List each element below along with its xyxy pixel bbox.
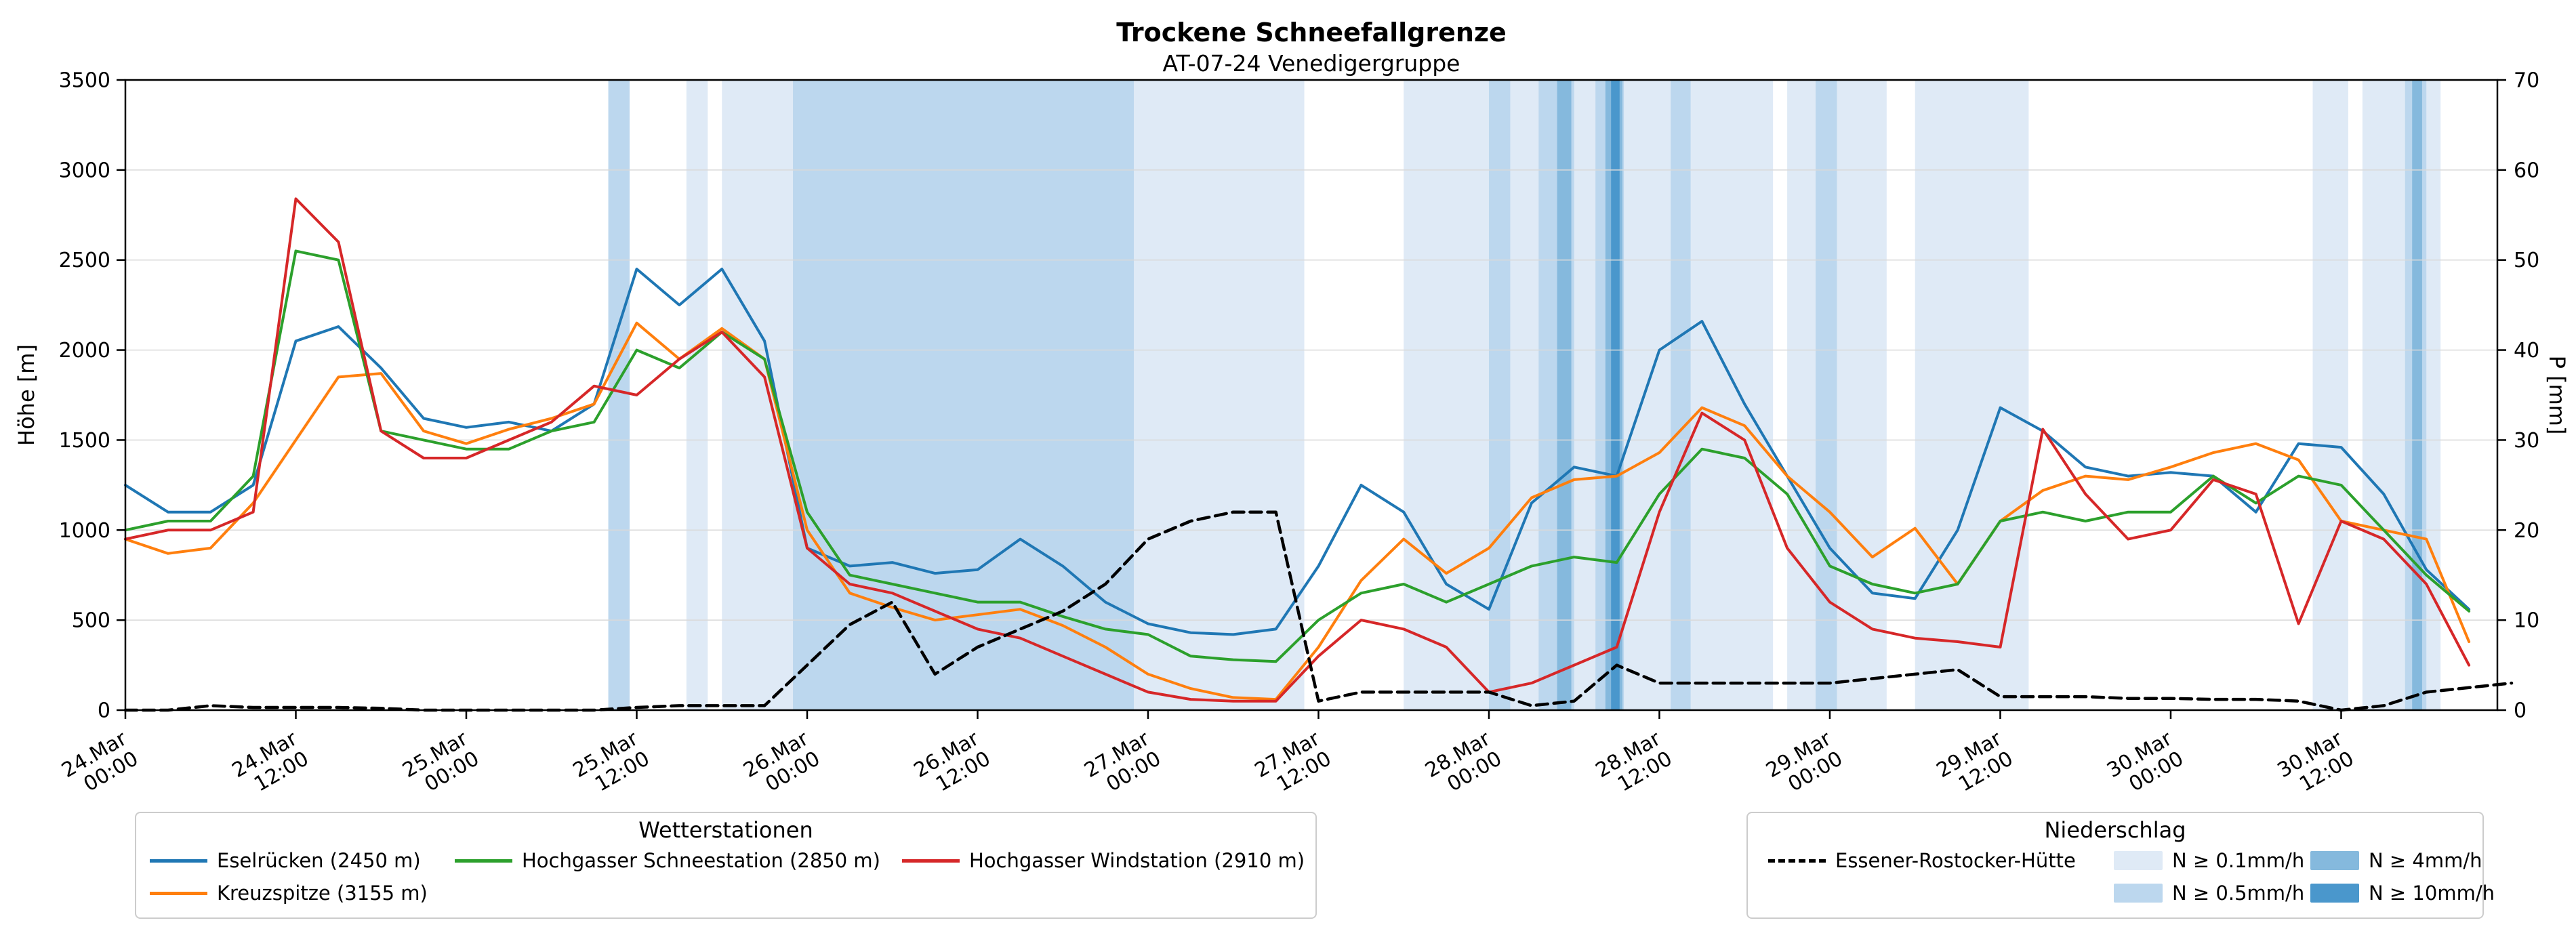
plot-border xyxy=(124,79,2499,711)
svg-text:0: 0 xyxy=(98,699,110,723)
axis-labels: Höhe [m] P [mm] xyxy=(14,344,2570,446)
legend-wetterstationen: Wetterstationen Eselrücken (2450 m) Kreuz… xyxy=(135,812,1317,919)
svg-text:28.Mar12:00: 28.Mar12:00 xyxy=(1592,726,1677,802)
legend-entry-label: N ≥ 4mm/h xyxy=(2369,849,2482,872)
series-line xyxy=(124,249,2471,663)
precip-band xyxy=(1671,80,1691,710)
svg-text:70: 70 xyxy=(2514,69,2539,93)
series-line xyxy=(124,268,2471,636)
chart-title: Trockene Schneefallgrenze xyxy=(1116,18,1507,47)
legend-entry: N ≥ 4mm/h xyxy=(2310,846,2482,875)
svg-text:20: 20 xyxy=(2514,519,2539,543)
line-swatch xyxy=(150,891,207,895)
legend-entry: Kreuzspitze (3155 m) xyxy=(150,878,428,908)
precip-band xyxy=(1915,80,2029,710)
y-axis-left: 0 500 1000 1500 2000 2500 3000 3500 xyxy=(59,69,125,723)
legend-entry-label: Kreuzspitze (3155 m) xyxy=(217,882,428,905)
dashed-line-swatch xyxy=(1768,859,1826,863)
legend-entry-label: N ≥ 0.5mm/h xyxy=(2172,882,2305,905)
x-axis: 24.Mar00:00 24.Mar12:00 25.Mar00:00 25.Mar1… xyxy=(58,710,2358,802)
svg-text:2000: 2000 xyxy=(59,339,110,363)
svg-text:0: 0 xyxy=(2514,699,2527,723)
svg-text:40: 40 xyxy=(2514,339,2539,363)
precip-band xyxy=(2412,80,2422,710)
precip-band xyxy=(686,80,708,710)
svg-text:29.Mar12:00: 29.Mar12:00 xyxy=(1933,726,2018,802)
legend-entry: Hochgasser Windstation (2910 m) xyxy=(902,846,1305,875)
precip-band xyxy=(2312,80,2348,710)
series-line xyxy=(124,197,2471,703)
legend-entry-label: Eselrücken (2450 m) xyxy=(217,849,421,872)
precip-band xyxy=(1404,80,1774,710)
svg-text:30.Mar00:00: 30.Mar00:00 xyxy=(2103,726,2188,802)
legend-niederschlag: Niederschlag Essener-Rostocker-Hütte N ≥ … xyxy=(1746,812,2495,919)
svg-text:26.Mar00:00: 26.Mar00:00 xyxy=(739,726,824,802)
precip-bands xyxy=(608,80,2441,710)
precip-band xyxy=(1134,80,1305,710)
legend-entry: N ≥ 0.5mm/h xyxy=(2114,878,2304,908)
legend-entry-label: N ≥ 0.1mm/h xyxy=(2172,849,2305,872)
svg-text:3500: 3500 xyxy=(59,69,110,93)
line-swatch xyxy=(455,859,512,863)
precip-band xyxy=(793,80,1134,710)
precip-band xyxy=(1557,80,1572,710)
series-line xyxy=(123,510,2514,712)
precip-intensity-swatch xyxy=(2114,884,2163,903)
precip-intensity-swatch xyxy=(2310,851,2359,870)
legend-entry-label: N ≥ 10mm/h xyxy=(2369,882,2495,905)
svg-text:1500: 1500 xyxy=(59,429,110,453)
legend-entry: Hochgasser Schneestation (2850 m) xyxy=(455,846,880,875)
svg-text:60: 60 xyxy=(2514,159,2539,182)
svg-text:26.Mar12:00: 26.Mar12:00 xyxy=(910,726,995,802)
precip-band xyxy=(608,80,630,710)
svg-text:50: 50 xyxy=(2514,249,2539,272)
svg-text:25.Mar12:00: 25.Mar12:00 xyxy=(569,726,654,802)
precip-band xyxy=(722,80,794,710)
line-swatch xyxy=(150,859,207,863)
precip-band xyxy=(2362,80,2441,710)
legend-entry: Eselrücken (2450 m) xyxy=(150,846,421,875)
y-axis-right: 0 10 20 30 40 50 60 70 xyxy=(2497,69,2539,723)
svg-text:2500: 2500 xyxy=(59,249,110,272)
legend-entry: N ≥ 0.1mm/h xyxy=(2114,846,2304,875)
svg-text:25.Mar00:00: 25.Mar00:00 xyxy=(398,726,483,802)
gridlines xyxy=(125,79,2497,711)
line-swatch xyxy=(902,859,960,863)
svg-text:28.Mar00:00: 28.Mar00:00 xyxy=(1421,726,1506,802)
svg-text:30.Mar12:00: 30.Mar12:00 xyxy=(2274,726,2358,802)
precip-intensity-swatch xyxy=(2310,884,2359,903)
precip-band xyxy=(1488,80,1511,710)
legend-wetterstationen-title: Wetterstationen xyxy=(638,817,813,843)
chart-subtitle: AT-07-24 Venedigergruppe xyxy=(1162,50,1460,77)
legend-entry-label: Essener-Rostocker-Hütte xyxy=(1835,849,2076,872)
svg-text:500: 500 xyxy=(72,609,110,633)
legend-niederschlag-title: Niederschlag xyxy=(2044,817,2186,843)
svg-text:27.Mar12:00: 27.Mar12:00 xyxy=(1251,726,1336,802)
series-lines xyxy=(123,197,2514,712)
svg-text:27.Mar00:00: 27.Mar00:00 xyxy=(1080,726,1165,802)
svg-text:24.Mar12:00: 24.Mar12:00 xyxy=(228,726,313,802)
svg-text:29.Mar00:00: 29.Mar00:00 xyxy=(1762,726,1847,802)
precip-band xyxy=(1816,80,1837,710)
precip-intensity-swatch xyxy=(2114,851,2163,870)
svg-text:30: 30 xyxy=(2514,429,2539,453)
legend-entry: N ≥ 10mm/h xyxy=(2310,878,2495,908)
y-axis-left-label: Höhe [m] xyxy=(14,344,39,446)
svg-text:24.Mar00:00: 24.Mar00:00 xyxy=(58,726,142,802)
series-line xyxy=(124,321,2471,701)
svg-text:3000: 3000 xyxy=(59,159,110,182)
precip-band xyxy=(1611,80,1620,710)
svg-text:10: 10 xyxy=(2514,609,2539,633)
svg-text:1000: 1000 xyxy=(59,519,110,543)
legend-entry-label: Hochgasser Schneestation (2850 m) xyxy=(522,849,880,872)
y-axis-right-label: P [mm] xyxy=(2544,356,2570,435)
legend-entry: Essener-Rostocker-Hütte xyxy=(1768,846,2076,875)
legend-entry-label: Hochgasser Windstation (2910 m) xyxy=(969,849,1305,872)
